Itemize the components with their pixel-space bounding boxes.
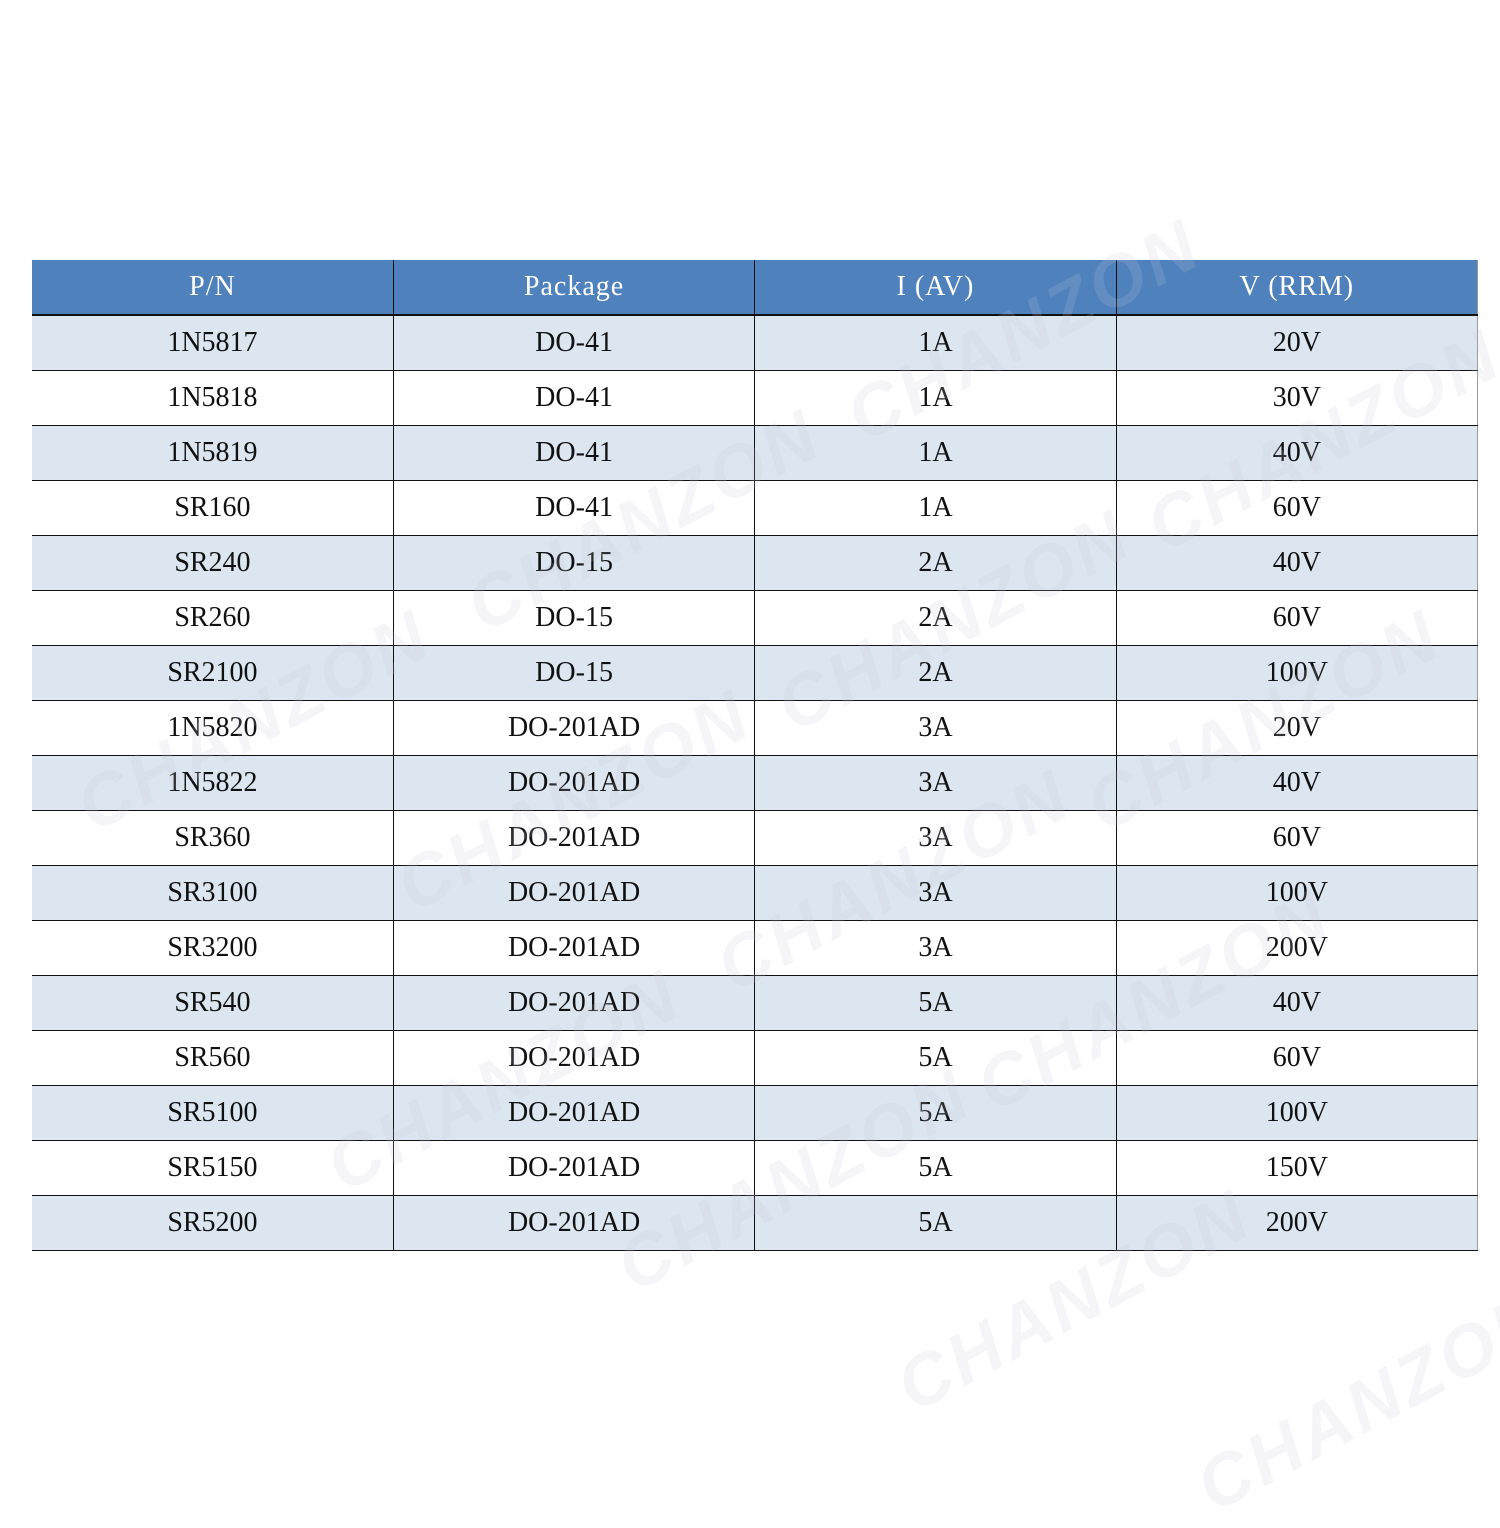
cell-pn: SR2100 xyxy=(32,645,394,701)
table-row: SR2100 DO-15 2A 100V xyxy=(32,645,1479,701)
cell-voltage: 150V xyxy=(1116,1140,1479,1196)
cell-current: 5A xyxy=(754,975,1117,1031)
cell-pn: SR160 xyxy=(32,480,394,536)
cell-voltage: 20V xyxy=(1116,700,1479,756)
cell-package: DO-15 xyxy=(393,535,756,591)
cell-package: DO-41 xyxy=(393,315,756,371)
cell-package: DO-15 xyxy=(393,590,756,646)
cell-current: 1A xyxy=(754,425,1117,481)
cell-package: DO-201AD xyxy=(393,755,756,811)
cell-voltage: 100V xyxy=(1116,865,1479,921)
cell-current: 5A xyxy=(754,1195,1117,1251)
cell-voltage: 200V xyxy=(1116,1195,1479,1251)
table-row: 1N5819 DO-41 1A 40V xyxy=(32,425,1479,481)
cell-voltage: 100V xyxy=(1116,1085,1479,1141)
cell-package: DO-201AD xyxy=(393,1195,756,1251)
column-header-pn: P/N xyxy=(32,260,394,316)
cell-pn: 1N5819 xyxy=(32,425,394,481)
cell-pn: SR3200 xyxy=(32,920,394,976)
cell-voltage: 40V xyxy=(1116,425,1479,481)
cell-current: 2A xyxy=(754,645,1117,701)
table-row: 1N5820 DO-201AD 3A 20V xyxy=(32,700,1479,756)
cell-pn: SR360 xyxy=(32,810,394,866)
cell-pn: 1N5818 xyxy=(32,370,394,426)
table-row: SR3200 DO-201AD 3A 200V xyxy=(32,920,1479,976)
table-row: SR160 DO-41 1A 60V xyxy=(32,480,1479,536)
cell-voltage: 40V xyxy=(1116,975,1479,1031)
cell-voltage: 60V xyxy=(1116,480,1479,536)
cell-current: 3A xyxy=(754,920,1117,976)
cell-package: DO-201AD xyxy=(393,1030,756,1086)
column-header-voltage: V (RRM) xyxy=(1116,260,1479,316)
cell-pn: SR260 xyxy=(32,590,394,646)
table-row: 1N5818 DO-41 1A 30V xyxy=(32,370,1479,426)
column-header-package: Package xyxy=(393,260,756,316)
cell-pn: SR5150 xyxy=(32,1140,394,1196)
cell-package: DO-201AD xyxy=(393,810,756,866)
cell-current: 5A xyxy=(754,1085,1117,1141)
cell-package: DO-15 xyxy=(393,645,756,701)
cell-pn: SR5100 xyxy=(32,1085,394,1141)
cell-voltage: 60V xyxy=(1116,810,1479,866)
cell-current: 2A xyxy=(754,590,1117,646)
diode-spec-table: P/N Package I (AV) V (RRM) 1N5817 DO-41 1A 20V… xyxy=(32,260,1479,1251)
column-header-current: I (AV) xyxy=(754,260,1117,316)
cell-pn: SR540 xyxy=(32,975,394,1031)
table-row: SR240 DO-15 2A 40V xyxy=(32,535,1479,591)
cell-pn: 1N5820 xyxy=(32,700,394,756)
cell-package: DO-41 xyxy=(393,480,756,536)
cell-pn: 1N5822 xyxy=(32,755,394,811)
cell-voltage: 40V xyxy=(1116,535,1479,591)
header-row: P/N Package I (AV) V (RRM) xyxy=(32,260,1479,316)
cell-pn: SR5200 xyxy=(32,1195,394,1251)
cell-package: DO-41 xyxy=(393,425,756,481)
cell-current: 1A xyxy=(754,370,1117,426)
table-row: SR3100 DO-201AD 3A 100V xyxy=(32,865,1479,921)
cell-current: 3A xyxy=(754,755,1117,811)
cell-current: 1A xyxy=(754,315,1117,371)
cell-pn: 1N5817 xyxy=(32,315,394,371)
cell-current: 5A xyxy=(754,1140,1117,1196)
cell-voltage: 200V xyxy=(1116,920,1479,976)
cell-package: DO-201AD xyxy=(393,1085,756,1141)
cell-current: 3A xyxy=(754,810,1117,866)
cell-package: DO-201AD xyxy=(393,865,756,921)
cell-current: 3A xyxy=(754,865,1117,921)
table-row: SR540 DO-201AD 5A 40V xyxy=(32,975,1479,1031)
table-row: 1N5817 DO-41 1A 20V xyxy=(32,315,1479,371)
cell-package: DO-201AD xyxy=(393,700,756,756)
cell-voltage: 60V xyxy=(1116,1030,1479,1086)
cell-current: 5A xyxy=(754,1030,1117,1086)
cell-voltage: 100V xyxy=(1116,645,1479,701)
cell-pn: SR240 xyxy=(32,535,394,591)
cell-current: 2A xyxy=(754,535,1117,591)
table-row: SR5200 DO-201AD 5A 200V xyxy=(32,1195,1479,1251)
cell-voltage: 20V xyxy=(1116,315,1479,371)
watermark: CHANZON xyxy=(1183,1274,1500,1528)
table-row: SR360 DO-201AD 3A 60V xyxy=(32,810,1479,866)
cell-package: DO-201AD xyxy=(393,975,756,1031)
table-row: SR5150 DO-201AD 5A 150V xyxy=(32,1140,1479,1196)
cell-package: DO-41 xyxy=(393,370,756,426)
cell-package: DO-201AD xyxy=(393,920,756,976)
table-row: SR260 DO-15 2A 60V xyxy=(32,590,1479,646)
cell-pn: SR560 xyxy=(32,1030,394,1086)
cell-package: DO-201AD xyxy=(393,1140,756,1196)
cell-voltage: 60V xyxy=(1116,590,1479,646)
table-row: SR5100 DO-201AD 5A 100V xyxy=(32,1085,1479,1141)
cell-voltage: 40V xyxy=(1116,755,1479,811)
cell-pn: SR3100 xyxy=(32,865,394,921)
table-row: 1N5822 DO-201AD 3A 40V xyxy=(32,755,1479,811)
cell-current: 1A xyxy=(754,480,1117,536)
cell-current: 3A xyxy=(754,700,1117,756)
cell-voltage: 30V xyxy=(1116,370,1479,426)
table-row: SR560 DO-201AD 5A 60V xyxy=(32,1030,1479,1086)
